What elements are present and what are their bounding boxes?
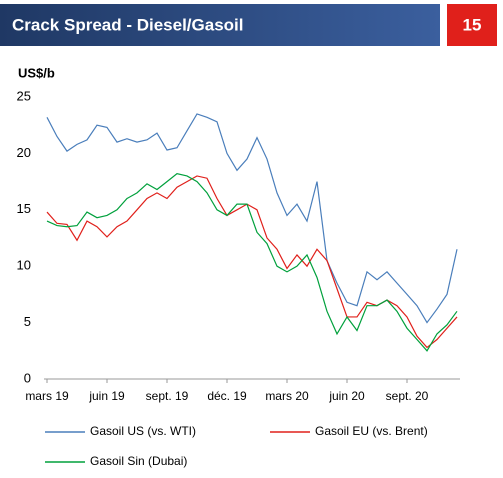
header-title: Crack Spread - Diesel/Gasoil	[12, 15, 244, 34]
header-bar	[0, 4, 440, 46]
x-tick-label: juin 20	[328, 389, 365, 403]
x-tick-label: mars 19	[25, 389, 69, 403]
legend-label: Gasoil Sin (Dubai)	[90, 454, 187, 468]
y-tick-label: 20	[17, 145, 31, 160]
y-tick-label: 15	[17, 201, 31, 216]
x-tick-label: juin 19	[88, 389, 125, 403]
line-series	[46, 173, 458, 352]
line-series	[46, 113, 458, 324]
page-number-box	[447, 4, 497, 46]
x-tick-label: mars 20	[265, 389, 309, 403]
legend-label: Gasoil US (vs. WTI)	[90, 424, 196, 438]
page-number: 15	[463, 15, 482, 34]
y-tick-label: 0	[24, 370, 31, 385]
line-series	[46, 175, 458, 349]
x-tick-label: sept. 19	[146, 389, 189, 403]
y-tick-label: 5	[24, 314, 31, 329]
legend-label: Gasoil EU (vs. Brent)	[315, 424, 428, 438]
y-tick-label: 25	[17, 88, 31, 103]
x-tick-label: sept. 20	[386, 389, 429, 403]
x-tick-label: déc. 19	[207, 389, 247, 403]
y-axis-label: US$/b	[18, 65, 55, 80]
y-tick-label: 10	[17, 258, 31, 273]
